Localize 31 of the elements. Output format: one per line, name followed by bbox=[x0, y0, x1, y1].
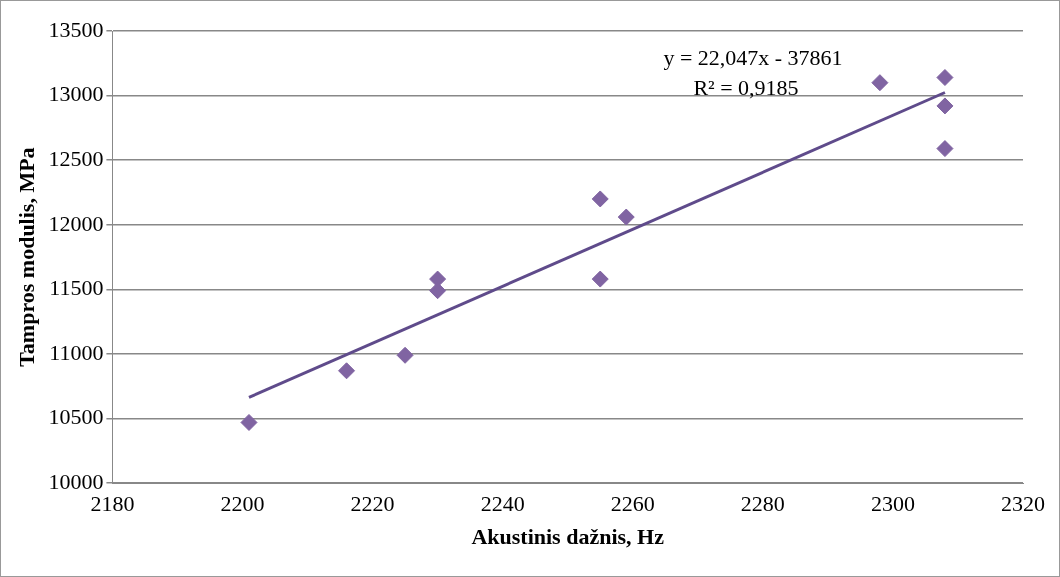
y-tick-label: 10000 bbox=[48, 468, 104, 494]
point bbox=[871, 74, 889, 92]
point bbox=[936, 97, 954, 115]
x-tick-label: 2300 bbox=[870, 491, 915, 517]
y-tick-label: 11500 bbox=[49, 275, 104, 301]
y-tick-label: 13000 bbox=[48, 81, 104, 107]
y-tick-label: 10500 bbox=[48, 404, 104, 430]
y-tick-label: 13500 bbox=[48, 16, 104, 42]
x-tick-label: 2260 bbox=[610, 491, 655, 517]
y-tick-label: 12500 bbox=[48, 145, 104, 171]
y-tick-label: 11000 bbox=[49, 339, 104, 365]
x-tick-label: 2180 bbox=[90, 491, 135, 517]
annotation: y = 22,047x - 37861 bbox=[663, 45, 843, 70]
point bbox=[591, 270, 609, 288]
x-axis-title: Akustinis dažnis, Hz bbox=[471, 524, 665, 550]
point bbox=[591, 190, 609, 208]
point bbox=[240, 413, 258, 431]
x-tick-label: 2240 bbox=[480, 491, 525, 517]
point bbox=[617, 208, 635, 226]
x-tick-label: 2220 bbox=[350, 491, 395, 517]
annotation: R² = 0,9185 bbox=[693, 75, 799, 100]
point bbox=[396, 346, 414, 364]
point bbox=[936, 69, 954, 87]
point bbox=[429, 282, 447, 300]
x-tick-label: 2200 bbox=[220, 491, 265, 517]
y-tick-label: 12000 bbox=[48, 210, 104, 236]
x-tick-label: 2320 bbox=[1001, 491, 1045, 517]
point bbox=[936, 140, 954, 158]
point bbox=[338, 362, 356, 380]
x-tick-label: 2280 bbox=[740, 491, 785, 517]
y-axis-title: Tampros modulis, MPa bbox=[13, 147, 39, 367]
